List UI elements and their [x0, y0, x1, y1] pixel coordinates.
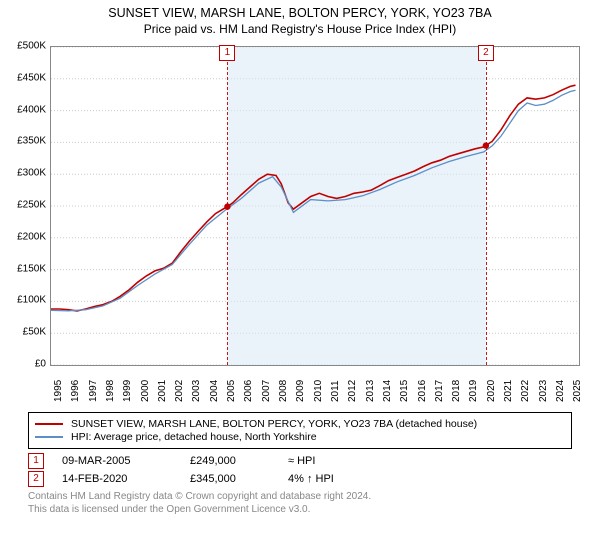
legend-swatch	[35, 423, 63, 425]
x-tick-label: 2006	[243, 380, 254, 402]
chart-svg	[51, 47, 579, 365]
sale-row: 2 14-FEB-2020 £345,000 4% ↑ HPI	[28, 471, 572, 487]
x-tick-label: 2021	[503, 380, 514, 402]
y-tick-label: £150K	[17, 263, 46, 274]
chart-container: SUNSET VIEW, MARSH LANE, BOLTON PERCY, Y…	[0, 0, 600, 516]
sale-note: ≈ HPI	[288, 455, 315, 467]
marker-flag-2: 2	[478, 45, 494, 61]
x-tick-label: 2014	[382, 380, 393, 402]
sale-note: 4% ↑ HPI	[288, 473, 334, 485]
sale-date: 09-MAR-2005	[62, 455, 172, 467]
y-tick-label: £500K	[17, 41, 46, 52]
x-tick-label: 2016	[417, 380, 428, 402]
x-tick-label: 2011	[330, 380, 341, 402]
sale-index: 2	[28, 471, 44, 487]
chart-titles: SUNSET VIEW, MARSH LANE, BOLTON PERCY, Y…	[0, 0, 600, 38]
x-tick-label: 2024	[555, 380, 566, 402]
sale-index: 1	[28, 453, 44, 469]
x-tick-label: 2003	[191, 380, 202, 402]
legend-item: SUNSET VIEW, MARSH LANE, BOLTON PERCY, Y…	[35, 418, 565, 430]
legend-label: HPI: Average price, detached house, Nort…	[71, 431, 317, 443]
legend-label: SUNSET VIEW, MARSH LANE, BOLTON PERCY, Y…	[71, 418, 477, 430]
footer-line-2: This data is licensed under the Open Gov…	[28, 504, 572, 517]
plot-region: 12	[50, 46, 580, 366]
y-tick-label: £100K	[17, 295, 46, 306]
x-tick-label: 2007	[261, 380, 272, 402]
y-axis-labels: £0 £50K £100K £150K £200K £250K £300K £350K £400…	[0, 38, 50, 408]
x-tick-label: 1998	[105, 380, 116, 402]
x-tick-label: 1996	[70, 380, 81, 402]
y-tick-label: £400K	[17, 104, 46, 115]
sale-date: 14-FEB-2020	[62, 473, 172, 485]
y-tick-label: £50K	[23, 327, 46, 338]
marker-flag-1: 1	[219, 45, 235, 61]
x-tick-label: 2025	[572, 380, 583, 402]
x-tick-label: 2002	[174, 380, 185, 402]
y-tick-label: £0	[35, 359, 46, 370]
x-tick-label: 2004	[209, 380, 220, 402]
y-tick-label: £300K	[17, 168, 46, 179]
legend: SUNSET VIEW, MARSH LANE, BOLTON PERCY, Y…	[28, 412, 572, 449]
chart-title: SUNSET VIEW, MARSH LANE, BOLTON PERCY, Y…	[10, 6, 590, 20]
footer-attribution: Contains HM Land Registry data © Crown c…	[28, 491, 572, 516]
x-tick-label: 1997	[88, 380, 99, 402]
x-tick-label: 2019	[468, 380, 479, 402]
shaded-band	[227, 47, 485, 365]
legend-item: HPI: Average price, detached house, Nort…	[35, 431, 565, 443]
y-tick-label: £450K	[17, 72, 46, 83]
x-tick-label: 2005	[226, 380, 237, 402]
x-tick-label: 2001	[157, 380, 168, 402]
x-tick-label: 1999	[122, 380, 133, 402]
y-tick-label: £250K	[17, 200, 46, 211]
marker-line-1	[227, 47, 228, 365]
sale-row: 1 09-MAR-2005 £249,000 ≈ HPI	[28, 453, 572, 469]
x-axis-labels: 1995 1996 1997 1998 1999 2000 2001 2002 2003 2004…	[50, 370, 580, 408]
sales-table: 1 09-MAR-2005 £249,000 ≈ HPI 2 14-FEB-2020 £34…	[28, 453, 572, 487]
footer-line-1: Contains HM Land Registry data © Crown c…	[28, 491, 572, 504]
x-tick-label: 1995	[53, 380, 64, 402]
sale-price: £345,000	[190, 473, 270, 485]
sale-price: £249,000	[190, 455, 270, 467]
x-tick-label: 2012	[347, 380, 358, 402]
legend-swatch	[35, 436, 63, 438]
x-tick-label: 2010	[313, 380, 324, 402]
x-tick-label: 2018	[451, 380, 462, 402]
x-tick-label: 2013	[365, 380, 376, 402]
y-tick-label: £350K	[17, 136, 46, 147]
x-tick-label: 2020	[486, 380, 497, 402]
x-tick-label: 2009	[295, 380, 306, 402]
x-tick-label: 2008	[278, 380, 289, 402]
chart-subtitle: Price paid vs. HM Land Registry's House …	[10, 22, 590, 36]
y-tick-label: £200K	[17, 231, 46, 242]
x-tick-label: 2015	[399, 380, 410, 402]
x-tick-label: 2000	[140, 380, 151, 402]
plot-area: £0 £50K £100K £150K £200K £250K £300K £350K £400…	[0, 38, 600, 408]
marker-line-2	[486, 47, 487, 365]
x-tick-label: 2022	[520, 380, 531, 402]
x-tick-label: 2017	[434, 380, 445, 402]
x-tick-label: 2023	[538, 380, 549, 402]
